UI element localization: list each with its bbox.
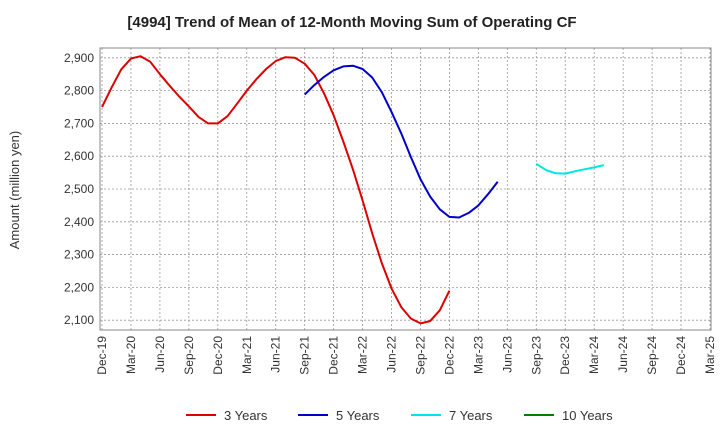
y-tick-label: 2,600: [64, 149, 94, 163]
x-tick-label: Mar-24: [587, 336, 601, 374]
x-tick-label: Mar-25: [703, 336, 717, 374]
legend: 3 Years 5 Years 7 Years 10 Years: [186, 408, 613, 423]
x-tick-label: Jun-21: [269, 336, 283, 373]
x-tick-label: Jun-20: [153, 336, 167, 373]
x-tick-label: Sep-20: [182, 336, 196, 375]
chart-title: [4994] Trend of Mean of 12-Month Moving …: [127, 14, 576, 31]
x-tick-label: Jun-22: [385, 336, 399, 373]
x-tick-label: Sep-23: [529, 336, 543, 375]
y-axis-ticks: 2,100 2,200 2,300 2,400 2,500 2,600 2,700 2,800…: [64, 51, 94, 327]
legend-label: 3 Years: [224, 408, 268, 423]
x-tick-label: Dec-22: [442, 336, 456, 375]
series-line-7-years: [535, 162, 605, 175]
legend-label: 5 Years: [336, 408, 380, 423]
y-tick-label: 2,900: [64, 51, 94, 65]
y-tick-label: 2,800: [64, 84, 94, 98]
series-line-3-years: [101, 55, 451, 325]
x-tick-label: Mar-21: [240, 336, 254, 374]
y-tick-label: 2,500: [64, 182, 94, 196]
x-tick-label: Mar-22: [356, 336, 370, 374]
x-tick-label: Dec-19: [95, 336, 109, 375]
x-tick-label: Dec-23: [558, 336, 572, 375]
x-axis-ticks: Dec-19 Mar-20 Jun-20 Sep-20 Dec-20 Mar-21 Jun-…: [95, 336, 717, 375]
x-tick-label: Sep-22: [413, 336, 427, 375]
legend-label: 7 Years: [449, 408, 493, 423]
x-tick-label: Mar-23: [471, 336, 485, 374]
x-tick-label: Jun-23: [500, 336, 514, 373]
x-tick-label: Jun-24: [616, 336, 630, 373]
x-tick-label: Dec-20: [211, 336, 225, 375]
y-tick-label: 2,300: [64, 248, 94, 262]
y-tick-label: 2,700: [64, 116, 94, 130]
y-axis-label: Amount (million yen): [7, 131, 22, 250]
gridlines: [100, 48, 711, 330]
y-tick-label: 2,100: [64, 313, 94, 327]
x-tick-label: Sep-21: [298, 336, 312, 375]
y-tick-label: 2,200: [64, 280, 94, 294]
series-lines: [101, 55, 605, 325]
plot-area-border: [99, 47, 712, 331]
x-tick-label: Dec-21: [327, 336, 341, 375]
y-tick-label: 2,400: [64, 215, 94, 229]
legend-label: 10 Years: [562, 408, 613, 423]
x-tick-label: Mar-20: [124, 336, 138, 374]
x-tick-label: Dec-24: [674, 336, 688, 375]
x-tick-label: Sep-24: [645, 336, 659, 375]
series-line-5-years: [303, 64, 499, 219]
